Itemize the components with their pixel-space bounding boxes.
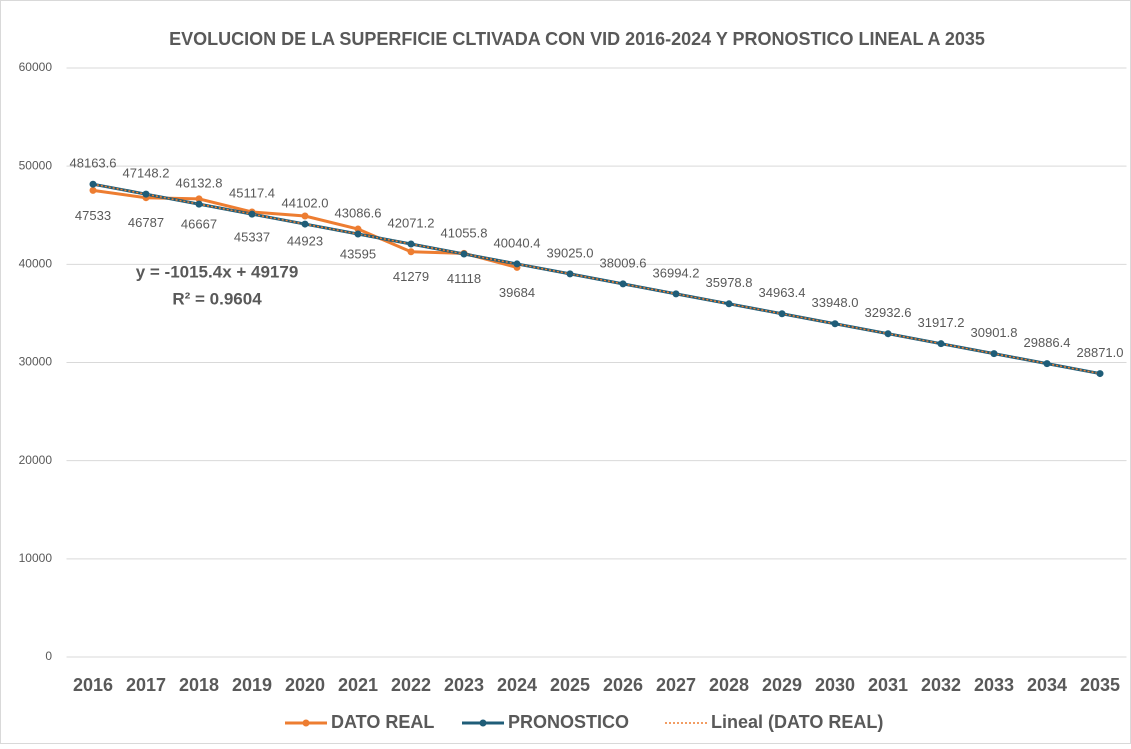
point xyxy=(778,310,786,318)
x-tick-label: 2022 xyxy=(391,675,431,695)
x-tick-label: 2033 xyxy=(974,675,1014,695)
x-tick-label: 2035 xyxy=(1080,675,1120,695)
point xyxy=(619,280,627,288)
x-tick-label: 2031 xyxy=(868,675,908,695)
data-label: 38009.6 xyxy=(600,255,647,270)
y-tick-label: 60000 xyxy=(19,60,53,74)
y-tick-label: 20000 xyxy=(19,453,53,467)
x-tick-label: 2025 xyxy=(550,675,590,695)
data-label: 28871.0 xyxy=(1077,345,1124,360)
y-tick-label: 50000 xyxy=(19,158,53,172)
point xyxy=(354,230,362,238)
point xyxy=(89,186,97,194)
data-label: 44102.0 xyxy=(282,196,329,211)
legend-label: DATO REAL xyxy=(331,712,434,732)
point xyxy=(89,180,97,188)
point xyxy=(831,320,839,328)
data-label: 47533 xyxy=(75,208,111,223)
trendline xyxy=(92,183,1101,375)
x-tick-label: 2017 xyxy=(126,675,166,695)
x-tick-label: 2016 xyxy=(73,675,113,695)
y-tick-label: 30000 xyxy=(19,355,53,369)
data-label: 45117.4 xyxy=(229,186,275,201)
x-tick-label: 2030 xyxy=(815,675,855,695)
data-label: 41055.8 xyxy=(441,225,488,240)
point xyxy=(301,212,309,220)
x-tick-label: 2032 xyxy=(921,675,961,695)
y-tick-label: 10000 xyxy=(19,551,53,565)
y-tick-label: 40000 xyxy=(19,257,53,271)
data-label: 44923 xyxy=(287,233,323,248)
data-label: 48163.6 xyxy=(70,156,117,171)
data-label: 39684 xyxy=(499,285,535,300)
x-tick-label: 2029 xyxy=(762,675,802,695)
legend-marker xyxy=(302,719,310,727)
data-label: 32932.6 xyxy=(865,305,912,320)
data-label: 29886.4 xyxy=(1024,335,1071,350)
data-label: 30901.8 xyxy=(971,325,1018,340)
legend-label: PRONOSTICO xyxy=(508,712,629,732)
x-tick-label: 2021 xyxy=(338,675,378,695)
x-tick-label: 2018 xyxy=(179,675,219,695)
data-label: 31917.2 xyxy=(918,315,965,330)
point xyxy=(195,200,203,208)
data-label: 40040.4 xyxy=(494,235,541,250)
point xyxy=(725,300,733,308)
point xyxy=(672,290,680,298)
data-label: 41118 xyxy=(447,271,481,286)
legend-marker xyxy=(479,719,487,727)
data-label: 42071.2 xyxy=(388,215,435,230)
point xyxy=(301,220,309,228)
data-label: 46132.8 xyxy=(176,176,223,191)
point xyxy=(354,225,362,233)
point xyxy=(460,250,468,258)
point xyxy=(407,248,415,256)
data-label: 45337 xyxy=(234,229,270,244)
legend-label: Lineal (DATO REAL) xyxy=(711,712,883,732)
point xyxy=(142,190,150,198)
point xyxy=(1043,360,1051,368)
data-label: 47148.2 xyxy=(123,166,170,181)
data-label: 36994.2 xyxy=(653,265,700,280)
data-label: 35978.8 xyxy=(706,275,753,290)
data-label: 46787 xyxy=(128,215,164,230)
x-tick-label: 2027 xyxy=(656,675,696,695)
point xyxy=(1096,370,1104,378)
x-tick-label: 2034 xyxy=(1027,675,1067,695)
point xyxy=(407,240,415,248)
data-label: 46667 xyxy=(181,216,217,231)
trendline-r2: R² = 0.9604 xyxy=(172,289,262,308)
trendline-equation: y = -1015.4x + 49179 xyxy=(136,262,299,281)
chart-title: EVOLUCION DE LA SUPERFICIE CLTIVADA CON … xyxy=(169,29,985,49)
point xyxy=(513,260,521,268)
point xyxy=(937,340,945,348)
point xyxy=(884,330,892,338)
point xyxy=(248,210,256,218)
x-tick-label: 2023 xyxy=(444,675,484,695)
x-tick-label: 2024 xyxy=(497,675,537,695)
data-label: 43086.6 xyxy=(335,205,382,220)
x-tick-label: 2026 xyxy=(603,675,643,695)
data-label: 39025.0 xyxy=(547,245,594,260)
data-label: 43595 xyxy=(340,246,376,261)
data-label: 33948.0 xyxy=(812,295,859,310)
y-tick-label: 0 xyxy=(45,649,52,663)
point xyxy=(990,350,998,358)
point xyxy=(195,195,203,203)
x-tick-label: 2020 xyxy=(285,675,325,695)
data-label: 41279 xyxy=(393,269,429,284)
point xyxy=(566,270,574,278)
x-tick-label: 2019 xyxy=(232,675,272,695)
data-label: 34963.4 xyxy=(759,285,806,300)
x-tick-label: 2028 xyxy=(709,675,749,695)
